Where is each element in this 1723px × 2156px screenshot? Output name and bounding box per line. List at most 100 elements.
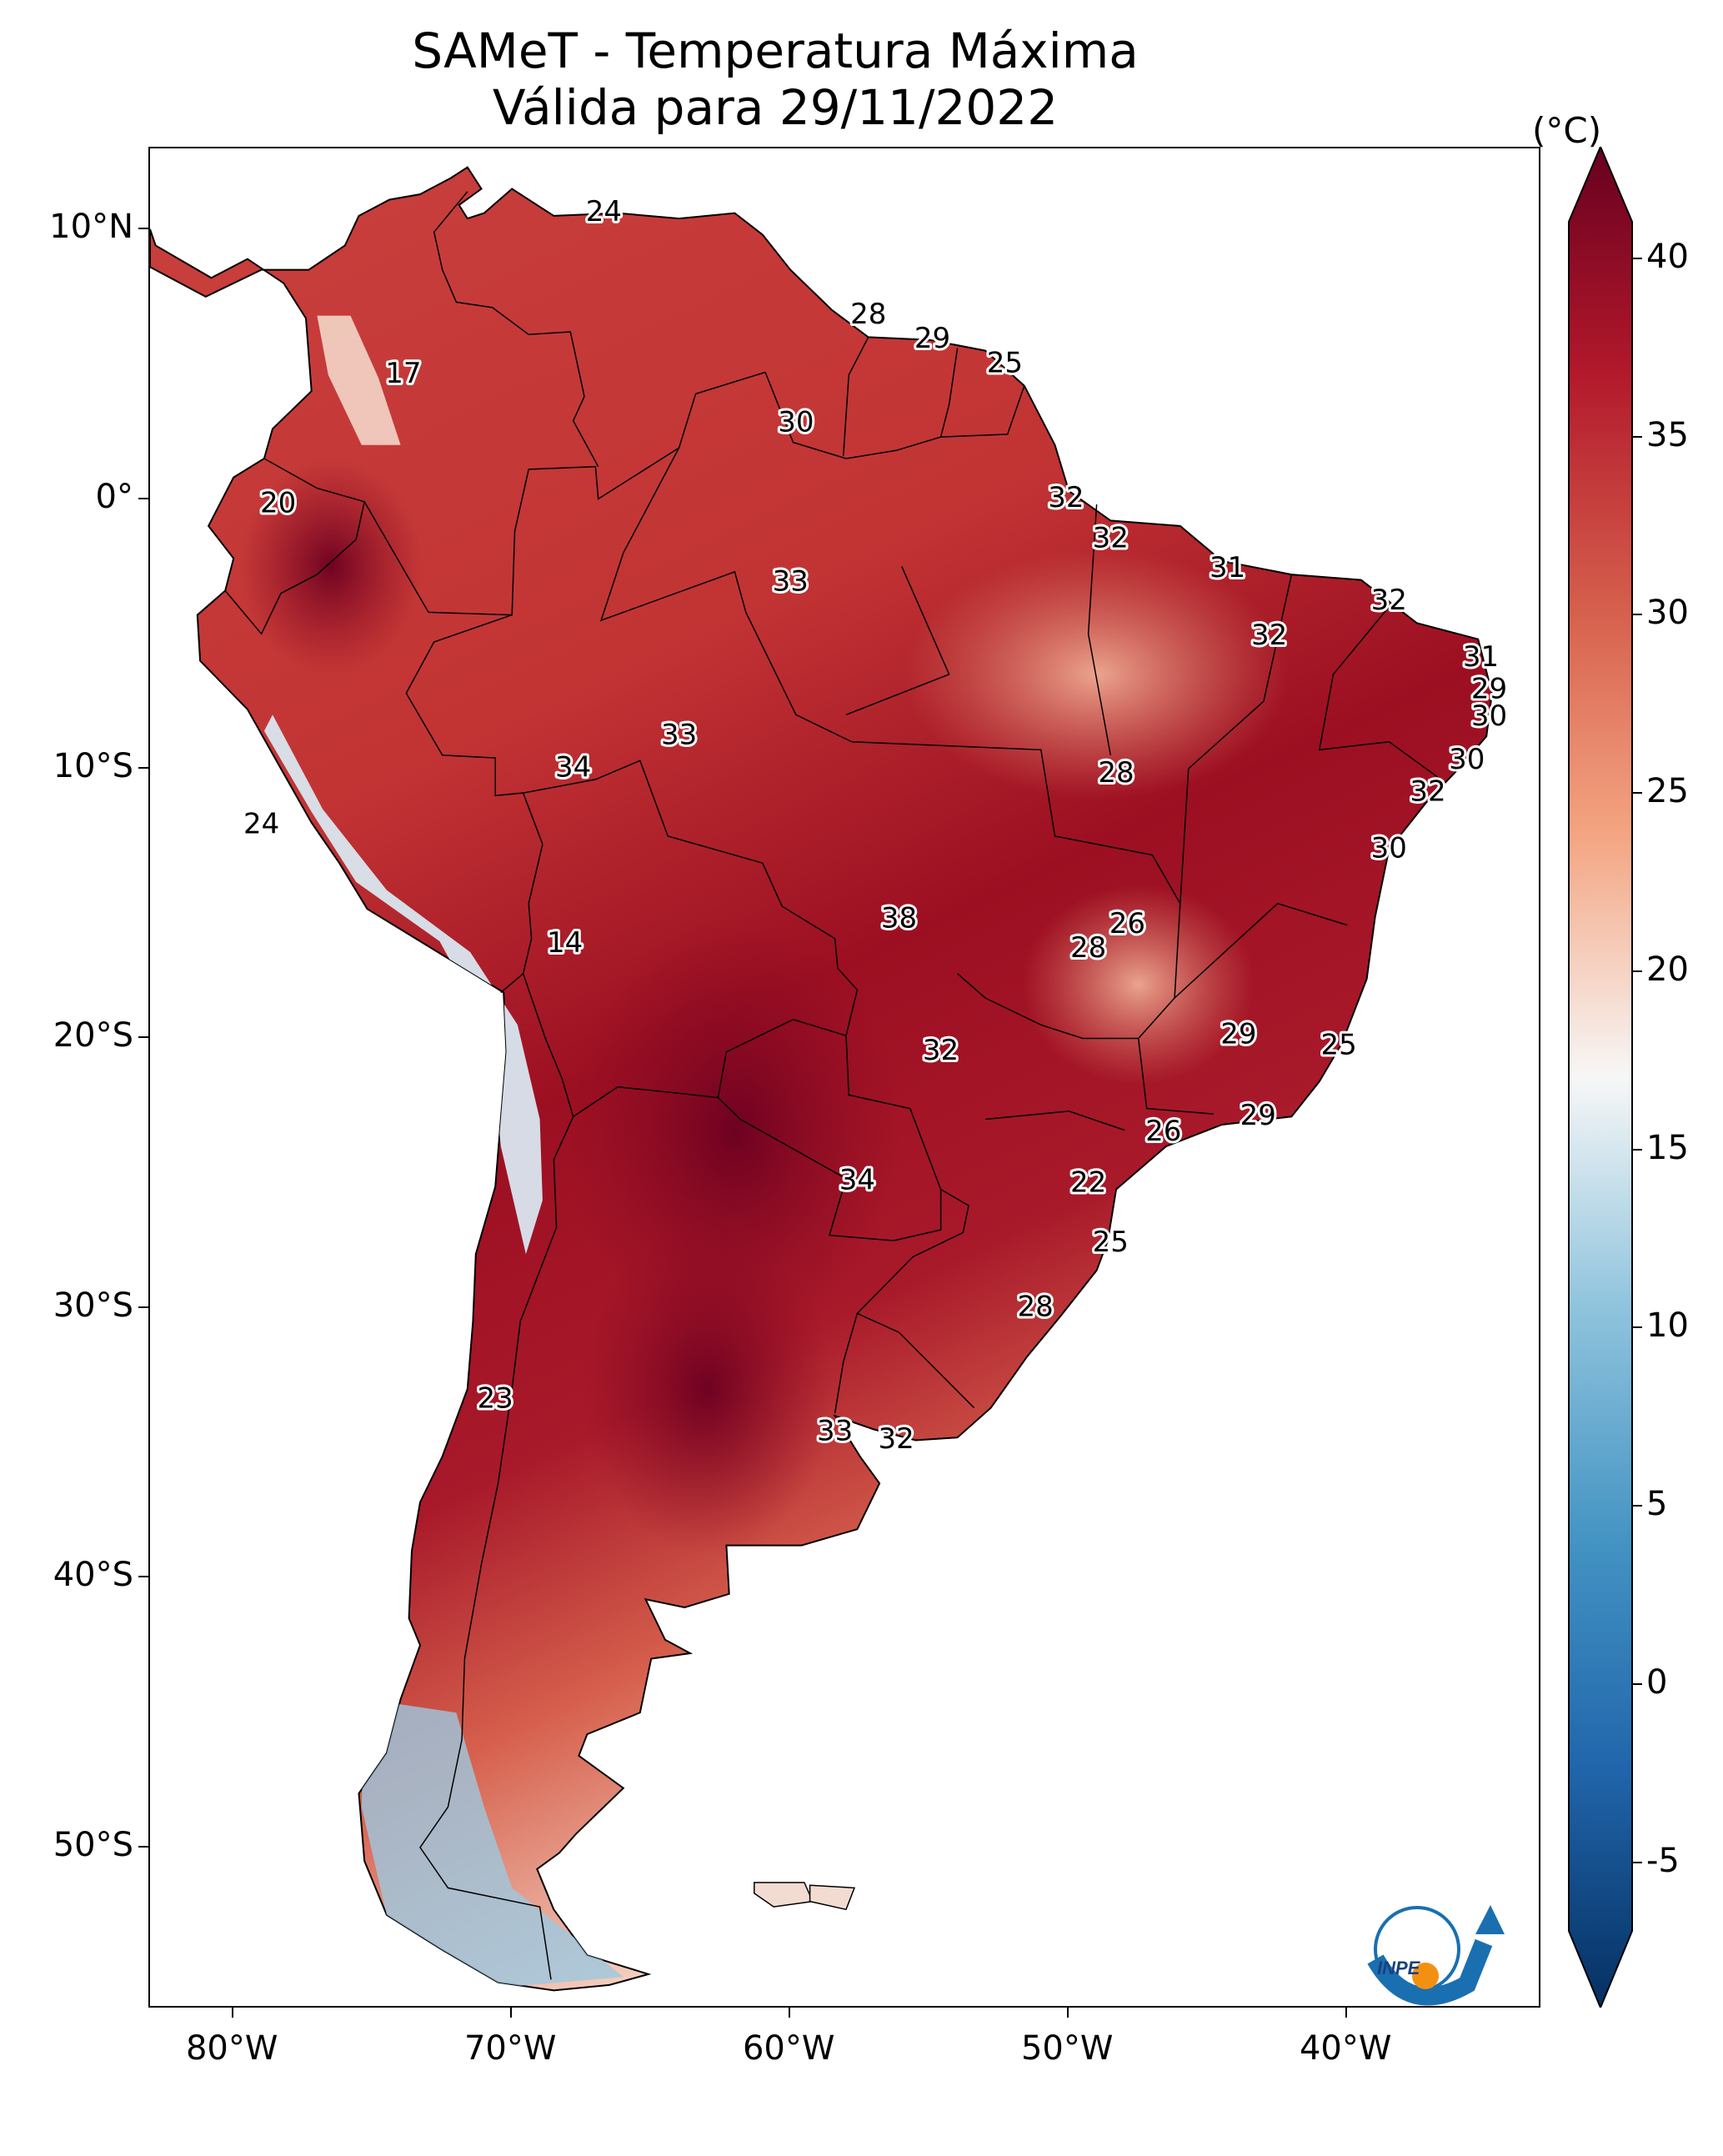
border-line [984, 1111, 1125, 1131]
colorbar [1568, 147, 1633, 2008]
station-temperature-label: 30 [1449, 743, 1485, 776]
station-temperature-label: 34 [839, 1163, 875, 1196]
station-temperature-label: 33 [817, 1414, 853, 1447]
station-temperature-label: 25 [987, 346, 1023, 379]
station-temperature-label: 24 [243, 807, 279, 840]
longitude-tick-label: 60°W [742, 2029, 835, 2068]
colorbar-tick-mark [1632, 1861, 1642, 1863]
station-temperature-label: 32 [1093, 522, 1129, 555]
station-temperature-label: 25 [1321, 1029, 1357, 1062]
inpe-logo-text: INPE [1377, 1958, 1421, 1978]
station-temperature-label: 28 [1070, 931, 1106, 965]
latitude-tick-label: 10°N [49, 208, 133, 247]
station-temperature-label: 32 [923, 1034, 959, 1067]
border-line [419, 1116, 574, 1980]
station-temperature-label: 29 [1471, 673, 1507, 706]
station-temperature-label: 28 [850, 298, 886, 331]
colorbar-tick-label: 35 [1646, 415, 1689, 454]
latitude-tick-label: 10°S [53, 747, 133, 785]
colorbar-tick-label: 25 [1646, 772, 1689, 810]
station-temperature-label: 28 [1098, 756, 1134, 790]
border-line [433, 191, 599, 468]
inpe-logo: INPE [1359, 1893, 1509, 2013]
island [809, 1884, 856, 1911]
border-line [939, 348, 959, 438]
colorbar-tick-mark [1632, 1148, 1642, 1151]
station-temperature-label: 38 [881, 902, 917, 935]
station-temperature-label: 30 [778, 405, 814, 439]
island [754, 1882, 814, 1908]
border-line [405, 614, 543, 994]
colorbar-tick-mark [1632, 1505, 1642, 1507]
station-temperature-label: 32 [1410, 775, 1445, 809]
latitude-tick-mark [138, 228, 148, 230]
border-line [428, 371, 766, 616]
border-line [523, 760, 859, 1036]
station-temperature-label: 32 [878, 1422, 914, 1456]
border-line [599, 447, 747, 622]
latitude-tick-mark [138, 1576, 148, 1578]
station-temperature-label: 14 [547, 926, 583, 960]
border-line [764, 372, 1025, 459]
colorbar-tick-label: 40 [1646, 237, 1689, 276]
latitude-tick-mark [138, 497, 148, 499]
colorbar-tick-mark [1632, 435, 1642, 438]
longitude-tick-label: 70°W [463, 2029, 557, 2068]
station-temperature-label: 25 [1093, 1226, 1129, 1259]
longitude-tick-mark [1067, 2008, 1069, 2018]
station-temperature-label: 33 [773, 564, 809, 598]
latitude-tick-label: 40°S [53, 1556, 133, 1595]
station-temperature-label: 26 [1109, 907, 1145, 940]
longitude-tick-mark [510, 2008, 513, 2018]
station-temperature-label: 32 [1048, 481, 1084, 514]
station-temperature-label: 24 [586, 195, 622, 228]
border-line [834, 1313, 859, 1414]
latitude-tick-mark [138, 767, 148, 769]
colorbar-tick-mark [1632, 970, 1642, 972]
colorbar-tick-mark [1632, 257, 1642, 259]
map-panel: 24 28 29 25 17 30 32 20 32 31 33 32 32 31 29 30 33 30 34 28… [148, 147, 1540, 2008]
colorbar-tick-label: 0 [1646, 1662, 1668, 1702]
colorbar-tick-label: 20 [1646, 950, 1689, 989]
border-line [1174, 902, 1348, 999]
station-temperature-label: 17 [385, 357, 421, 390]
border-line [1318, 606, 1445, 783]
station-temperature-label: 23 [478, 1381, 513, 1415]
falkland-islands [754, 1882, 856, 1911]
station-temperature-label: 22 [1070, 1166, 1106, 1200]
station-temperature-label: 30 [1471, 699, 1507, 733]
border-line [522, 973, 847, 1118]
station-temperature-label: 29 [1240, 1099, 1276, 1132]
border-line [224, 501, 365, 635]
colorbar-tick-mark [1632, 1326, 1642, 1329]
longitude-tick-label: 50°W [1020, 2029, 1114, 2068]
longitude-tick-label: 80°W [185, 2029, 278, 2068]
latitude-tick-mark [138, 1036, 148, 1039]
station-temperature-label: 29 [914, 322, 950, 355]
colorbar-tick-label: 15 [1646, 1128, 1689, 1167]
station-temperature-label: 29 [1220, 1018, 1256, 1051]
colorbar-unit: (°C) [1532, 110, 1602, 151]
border-line [957, 855, 1181, 1040]
map-subtitle: Válida para 29/11/2022 [492, 79, 1059, 136]
border-line [263, 458, 429, 613]
latitude-tick-label: 50°S [53, 1825, 133, 1864]
colorbar-tick-mark [1632, 792, 1642, 794]
latitude-tick-mark [138, 1845, 148, 1848]
station-temperature-label: 20 [260, 486, 296, 519]
station-temperature-label: 30 [1371, 832, 1407, 865]
longitude-tick-label: 40°W [1299, 2029, 1392, 2068]
colorbar-tick-label: 30 [1646, 594, 1689, 633]
latitude-tick-label: 20°S [53, 1016, 133, 1055]
longitude-tick-mark [1345, 2008, 1348, 2018]
colorbar-tick-label: -5 [1646, 1841, 1680, 1880]
south-america-landmass [150, 166, 1493, 1992]
colorbar-tick-label: 5 [1646, 1485, 1668, 1523]
latitude-tick-label: 30°S [53, 1286, 133, 1325]
longitude-tick-mark [232, 2008, 234, 2018]
border-line [842, 337, 869, 456]
station-temperature-label: 34 [555, 751, 591, 785]
border-line [717, 1035, 942, 1241]
border-line [745, 612, 1153, 856]
